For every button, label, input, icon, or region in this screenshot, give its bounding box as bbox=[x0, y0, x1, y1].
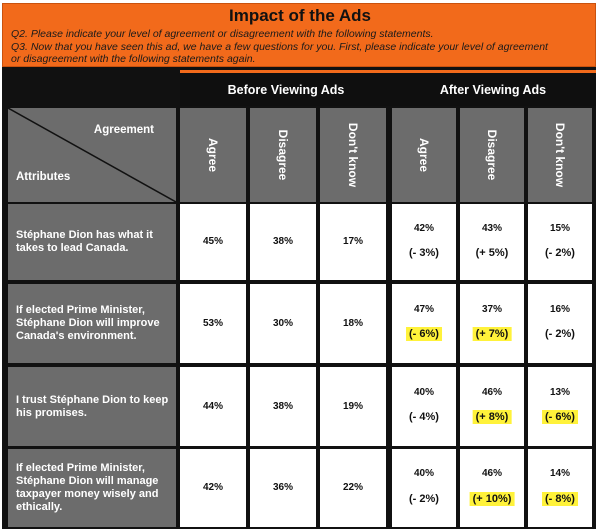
after-value: 40% bbox=[413, 387, 434, 398]
change-value: (+ 8%) bbox=[472, 410, 512, 424]
after-value: 46% bbox=[481, 468, 502, 479]
row-attribute-label: If elected Prime Minister, Stéphane Dion… bbox=[8, 449, 176, 527]
before-value: 53% bbox=[202, 318, 223, 329]
after-value: 15% bbox=[549, 223, 570, 234]
before-value: 38% bbox=[272, 401, 293, 412]
before-value-cell: 38% bbox=[250, 367, 316, 446]
after-value-cell: 46% (+ 10%) bbox=[460, 449, 524, 527]
title-banner: Impact of the Ads Q2. Please indicate yo… bbox=[2, 3, 596, 67]
question-q3-line2: or disagreement with the following state… bbox=[11, 53, 256, 65]
before-value: 42% bbox=[202, 482, 223, 493]
after-value: 42% bbox=[413, 223, 434, 234]
before-value-cell: 30% bbox=[250, 284, 316, 363]
after-value-cell: 13% (- 6%) bbox=[528, 367, 592, 446]
row-attribute-label: I trust Stéphane Dion to keep his promis… bbox=[8, 367, 176, 446]
col-label: Disagree bbox=[276, 129, 290, 181]
before-value-cell: 22% bbox=[320, 449, 386, 527]
before-value: 36% bbox=[272, 482, 293, 493]
after-value-cell: 15% (- 2%) bbox=[528, 204, 592, 280]
change-value: (- 2%) bbox=[409, 493, 439, 505]
group-header-before: Before Viewing Ads bbox=[180, 70, 392, 106]
col-label: Agree bbox=[206, 137, 220, 173]
after-value: 16% bbox=[549, 304, 570, 315]
question-q3-line1: Q3. Now that you have seen this ad, we h… bbox=[11, 41, 548, 53]
before-value: 38% bbox=[272, 236, 293, 247]
change-value: (- 2%) bbox=[545, 328, 575, 340]
impact-table-figure: Impact of the Ads Q2. Please indicate yo… bbox=[2, 3, 596, 529]
change-value: (- 4%) bbox=[409, 411, 439, 423]
change-value: (+ 10%) bbox=[469, 492, 515, 506]
after-value-cell: 40% (- 2%) bbox=[392, 449, 456, 527]
after-value: 14% bbox=[549, 468, 570, 479]
after-value-cell: 14% (- 8%) bbox=[528, 449, 592, 527]
row-attribute-label: If elected Prime Minister, Stéphane Dion… bbox=[8, 284, 176, 363]
after-value-cell: 16% (- 2%) bbox=[528, 284, 592, 363]
after-value-cell: 43% (+ 5%) bbox=[460, 204, 524, 280]
after-value-cell: 40% (- 4%) bbox=[392, 367, 456, 446]
question-q3: Q3. Now that you have seen this ad, we h… bbox=[11, 41, 591, 65]
after-value: 13% bbox=[549, 387, 570, 398]
before-value: 30% bbox=[272, 318, 293, 329]
col-header-before-disagree: Disagree bbox=[250, 108, 316, 202]
change-value: (- 6%) bbox=[406, 327, 442, 341]
corner-attributes-label: Attributes bbox=[16, 171, 71, 183]
before-value-cell: 53% bbox=[180, 284, 246, 363]
before-value-cell: 36% bbox=[250, 449, 316, 527]
before-value-cell: 18% bbox=[320, 284, 386, 363]
col-label: Disagree bbox=[485, 129, 499, 181]
before-value: 22% bbox=[342, 482, 363, 493]
before-value: 19% bbox=[342, 401, 363, 412]
before-value-cell: 19% bbox=[320, 367, 386, 446]
col-header-before-agree: Agree bbox=[180, 108, 246, 202]
corner-diagonal bbox=[8, 108, 176, 202]
change-value: (- 8%) bbox=[542, 492, 578, 506]
col-label: Agree bbox=[417, 137, 431, 173]
after-value: 46% bbox=[481, 387, 502, 398]
before-value-cell: 38% bbox=[250, 204, 316, 280]
before-value-cell: 42% bbox=[180, 449, 246, 527]
corner-agreement-label: Agreement bbox=[93, 124, 154, 136]
col-label: Don't know bbox=[346, 122, 360, 188]
change-value: (+ 7%) bbox=[472, 327, 512, 341]
before-value: 44% bbox=[202, 401, 223, 412]
change-value: (- 3%) bbox=[409, 247, 439, 259]
col-header-before-dontknow: Don't know bbox=[320, 108, 386, 202]
after-value-cell: 37% (+ 7%) bbox=[460, 284, 524, 363]
before-value: 18% bbox=[342, 318, 363, 329]
col-header-after-disagree: Disagree bbox=[460, 108, 524, 202]
change-value: (+ 5%) bbox=[475, 247, 509, 259]
after-value-cell: 47% (- 6%) bbox=[392, 284, 456, 363]
after-value: 40% bbox=[413, 468, 434, 479]
change-value: (- 2%) bbox=[545, 247, 575, 259]
before-value-cell: 17% bbox=[320, 204, 386, 280]
group-header-after: After Viewing Ads bbox=[390, 70, 596, 106]
row-attribute-label: Stéphane Dion has what it takes to lead … bbox=[8, 204, 176, 280]
col-header-after-dontknow: Don't know bbox=[528, 108, 592, 202]
col-header-after-agree: Agree bbox=[392, 108, 456, 202]
after-value-cell: 42% (- 3%) bbox=[392, 204, 456, 280]
before-value-cell: 45% bbox=[180, 204, 246, 280]
chart-title: Impact of the Ads bbox=[229, 6, 371, 25]
after-value: 37% bbox=[481, 304, 502, 315]
corner-header: Agreement Attributes bbox=[8, 108, 176, 202]
col-label: Don't know bbox=[553, 122, 567, 188]
after-value-cell: 46% (+ 8%) bbox=[460, 367, 524, 446]
after-value: 43% bbox=[481, 223, 502, 234]
after-value: 47% bbox=[413, 304, 434, 315]
before-value: 45% bbox=[202, 236, 223, 247]
before-value-cell: 44% bbox=[180, 367, 246, 446]
question-q2: Q2. Please indicate your level of agreem… bbox=[11, 28, 434, 40]
change-value: (- 6%) bbox=[542, 410, 578, 424]
before-value: 17% bbox=[342, 236, 363, 247]
